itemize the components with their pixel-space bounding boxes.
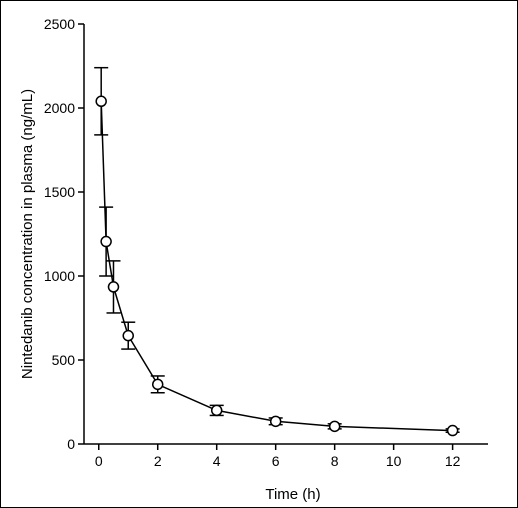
y-tick-label: 2500 [44, 16, 75, 32]
data-point [107, 281, 120, 293]
data-point [100, 235, 112, 248]
x-tick-label: 8 [331, 453, 339, 469]
y-tick-label: 1000 [44, 268, 75, 284]
axes: 0 500 1000 1500 2000 2500 0 2 4 6 8 10 12 [44, 16, 488, 469]
x-tick-label: 10 [386, 453, 402, 469]
data-point [328, 420, 341, 433]
data-point [446, 424, 459, 437]
data-point [269, 415, 282, 428]
x-tick-label: 4 [213, 453, 221, 469]
x-axis-label: Time (h) [265, 486, 320, 503]
x-tick-label: 6 [272, 453, 280, 469]
data-point [122, 329, 134, 342]
y-tick-label: 1500 [44, 184, 75, 200]
data-markers [95, 95, 459, 437]
x-tick-label: 2 [154, 453, 162, 469]
data-point [210, 404, 223, 417]
error-bars [94, 66, 460, 433]
data-point [95, 95, 107, 108]
y-tick-label: 500 [52, 352, 76, 368]
y-tick-label: 0 [67, 436, 75, 452]
y-tick-label: 2000 [44, 100, 75, 116]
x-tick-label: 12 [445, 453, 461, 469]
data-point [151, 378, 164, 391]
y-axis-label: Nintedanib concentration in plasma (ng/m… [19, 89, 36, 379]
x-tick-label: 0 [95, 453, 103, 469]
